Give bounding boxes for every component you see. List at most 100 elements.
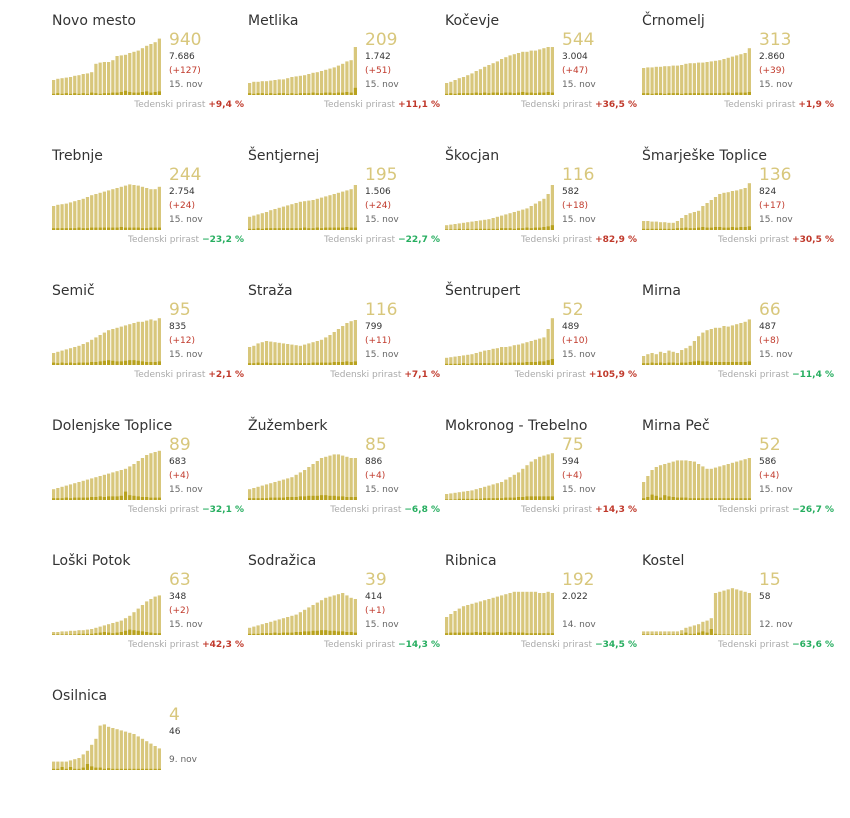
new-cases-bar bbox=[345, 497, 349, 500]
new-cases-bar bbox=[646, 363, 650, 365]
new-cases-bar bbox=[739, 634, 743, 635]
active-bar bbox=[667, 631, 671, 635]
weekly-growth-row: Tedenski prirast −11,4 % bbox=[718, 370, 834, 380]
active-bar bbox=[504, 347, 508, 365]
new-cases-bar bbox=[508, 632, 512, 635]
new-cases-bar bbox=[538, 227, 542, 230]
new-cases-bar bbox=[461, 229, 466, 230]
active-bar bbox=[281, 479, 286, 500]
active-bar bbox=[311, 464, 315, 500]
active-bar bbox=[132, 51, 136, 95]
weekly-growth-label: Tedenski prirast bbox=[330, 370, 402, 380]
active-bar bbox=[688, 626, 692, 635]
new-cases-bar bbox=[132, 360, 136, 365]
new-cases-bar bbox=[281, 497, 286, 500]
active-bar bbox=[248, 83, 252, 95]
new-cases-bar bbox=[328, 495, 332, 500]
weekly-growth-value: +9,4 % bbox=[208, 100, 244, 110]
active-bar bbox=[718, 194, 722, 230]
new-cases-bar bbox=[705, 361, 709, 365]
new-cases-bar bbox=[739, 498, 743, 500]
new-cases-bar bbox=[286, 93, 290, 95]
weekly-growth-label: Tedenski prirast bbox=[521, 100, 593, 110]
active-bar bbox=[303, 609, 307, 635]
active-bar bbox=[248, 627, 252, 635]
new-cases-value: (+10) bbox=[562, 336, 589, 346]
new-cases-bar bbox=[525, 92, 529, 95]
active-cases-value: 209 bbox=[365, 30, 398, 50]
new-cases-bar bbox=[650, 634, 654, 635]
new-cases-bar bbox=[705, 227, 709, 230]
active-bar bbox=[445, 225, 449, 230]
active-bar bbox=[94, 337, 98, 365]
new-cases-bar bbox=[705, 93, 709, 95]
new-cases-bar bbox=[260, 498, 264, 500]
new-cases-bar bbox=[671, 93, 675, 95]
new-cases-bar bbox=[642, 363, 646, 365]
new-cases-bar bbox=[680, 228, 684, 230]
new-cases-bar bbox=[730, 362, 735, 365]
active-bar bbox=[461, 77, 466, 95]
bar-chart bbox=[248, 320, 357, 365]
active-bar bbox=[675, 631, 680, 635]
active-bar bbox=[273, 342, 277, 365]
new-cases-bar bbox=[290, 497, 294, 500]
active-bar bbox=[132, 734, 136, 770]
active-bar bbox=[466, 75, 470, 95]
active-bar bbox=[680, 630, 684, 635]
active-bar bbox=[98, 62, 102, 95]
total-cases-value: 348 bbox=[169, 592, 187, 602]
weekly-growth-label: Tedenski prirast bbox=[521, 505, 593, 515]
active-bar bbox=[709, 468, 713, 500]
active-bar bbox=[85, 73, 90, 95]
active-bar bbox=[140, 321, 145, 365]
active-cases-value: 544 bbox=[562, 30, 595, 50]
new-cases-bar bbox=[478, 363, 483, 365]
weekly-growth-row: Tedenski prirast +82,9 % bbox=[521, 235, 637, 245]
new-cases-bar bbox=[336, 631, 341, 635]
new-cases-bar bbox=[341, 227, 345, 230]
new-cases-bar bbox=[546, 92, 550, 95]
active-bar bbox=[336, 65, 341, 95]
new-cases-bar bbox=[491, 228, 495, 230]
new-cases-bar bbox=[140, 92, 145, 95]
new-cases-bar bbox=[52, 228, 56, 230]
active-bar bbox=[324, 337, 328, 365]
active-bar bbox=[145, 188, 149, 230]
active-bar bbox=[529, 591, 533, 635]
new-cases-bar bbox=[663, 634, 667, 635]
active-bar bbox=[730, 191, 735, 230]
new-cases-bar bbox=[90, 766, 94, 770]
active-bar bbox=[77, 630, 81, 635]
weekly-growth-row: Tedenski prirast +7,1 % bbox=[330, 370, 440, 380]
active-bar bbox=[128, 53, 132, 95]
new-cases-bar bbox=[277, 93, 281, 95]
new-cases-bar bbox=[68, 634, 73, 635]
municipality-name: Trebnje bbox=[52, 148, 103, 164]
active-bar bbox=[697, 210, 701, 230]
active-bar bbox=[119, 470, 123, 500]
new-cases-bar bbox=[538, 92, 542, 95]
active-bar bbox=[521, 51, 525, 95]
new-cases-bar bbox=[68, 228, 73, 230]
new-cases-bar bbox=[546, 633, 550, 635]
new-cases-bar bbox=[311, 92, 315, 95]
active-bar bbox=[533, 591, 538, 635]
new-cases-bar bbox=[495, 228, 499, 230]
new-cases-bar bbox=[298, 93, 302, 95]
new-cases-bar bbox=[73, 363, 77, 365]
new-cases-bar bbox=[157, 227, 161, 230]
active-bar bbox=[119, 326, 123, 365]
active-bar bbox=[457, 608, 461, 635]
active-bar bbox=[680, 65, 684, 95]
new-cases-bar bbox=[77, 633, 81, 635]
active-bar bbox=[98, 335, 102, 365]
weekly-growth-value: +11,1 % bbox=[398, 100, 440, 110]
active-bar bbox=[654, 467, 658, 500]
active-bar bbox=[642, 221, 646, 230]
date-label: 15. nov bbox=[365, 215, 399, 225]
active-bar bbox=[307, 200, 311, 230]
bar-chart bbox=[248, 454, 357, 500]
active-bar bbox=[747, 183, 751, 230]
active-bar bbox=[157, 38, 161, 95]
